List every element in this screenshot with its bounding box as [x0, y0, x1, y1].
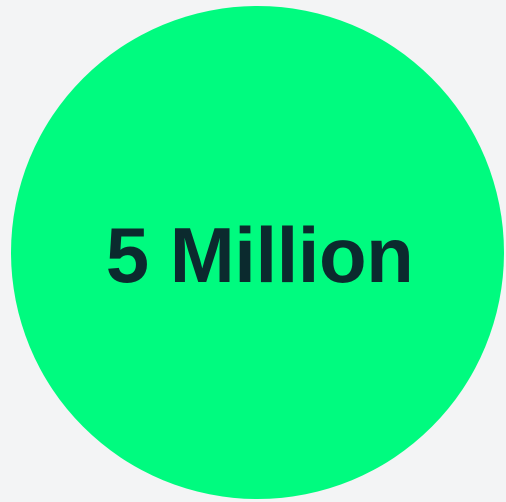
milestone-count-text: 5 Million	[105, 210, 414, 299]
milestone-circle: 5 Million	[11, 6, 504, 499]
